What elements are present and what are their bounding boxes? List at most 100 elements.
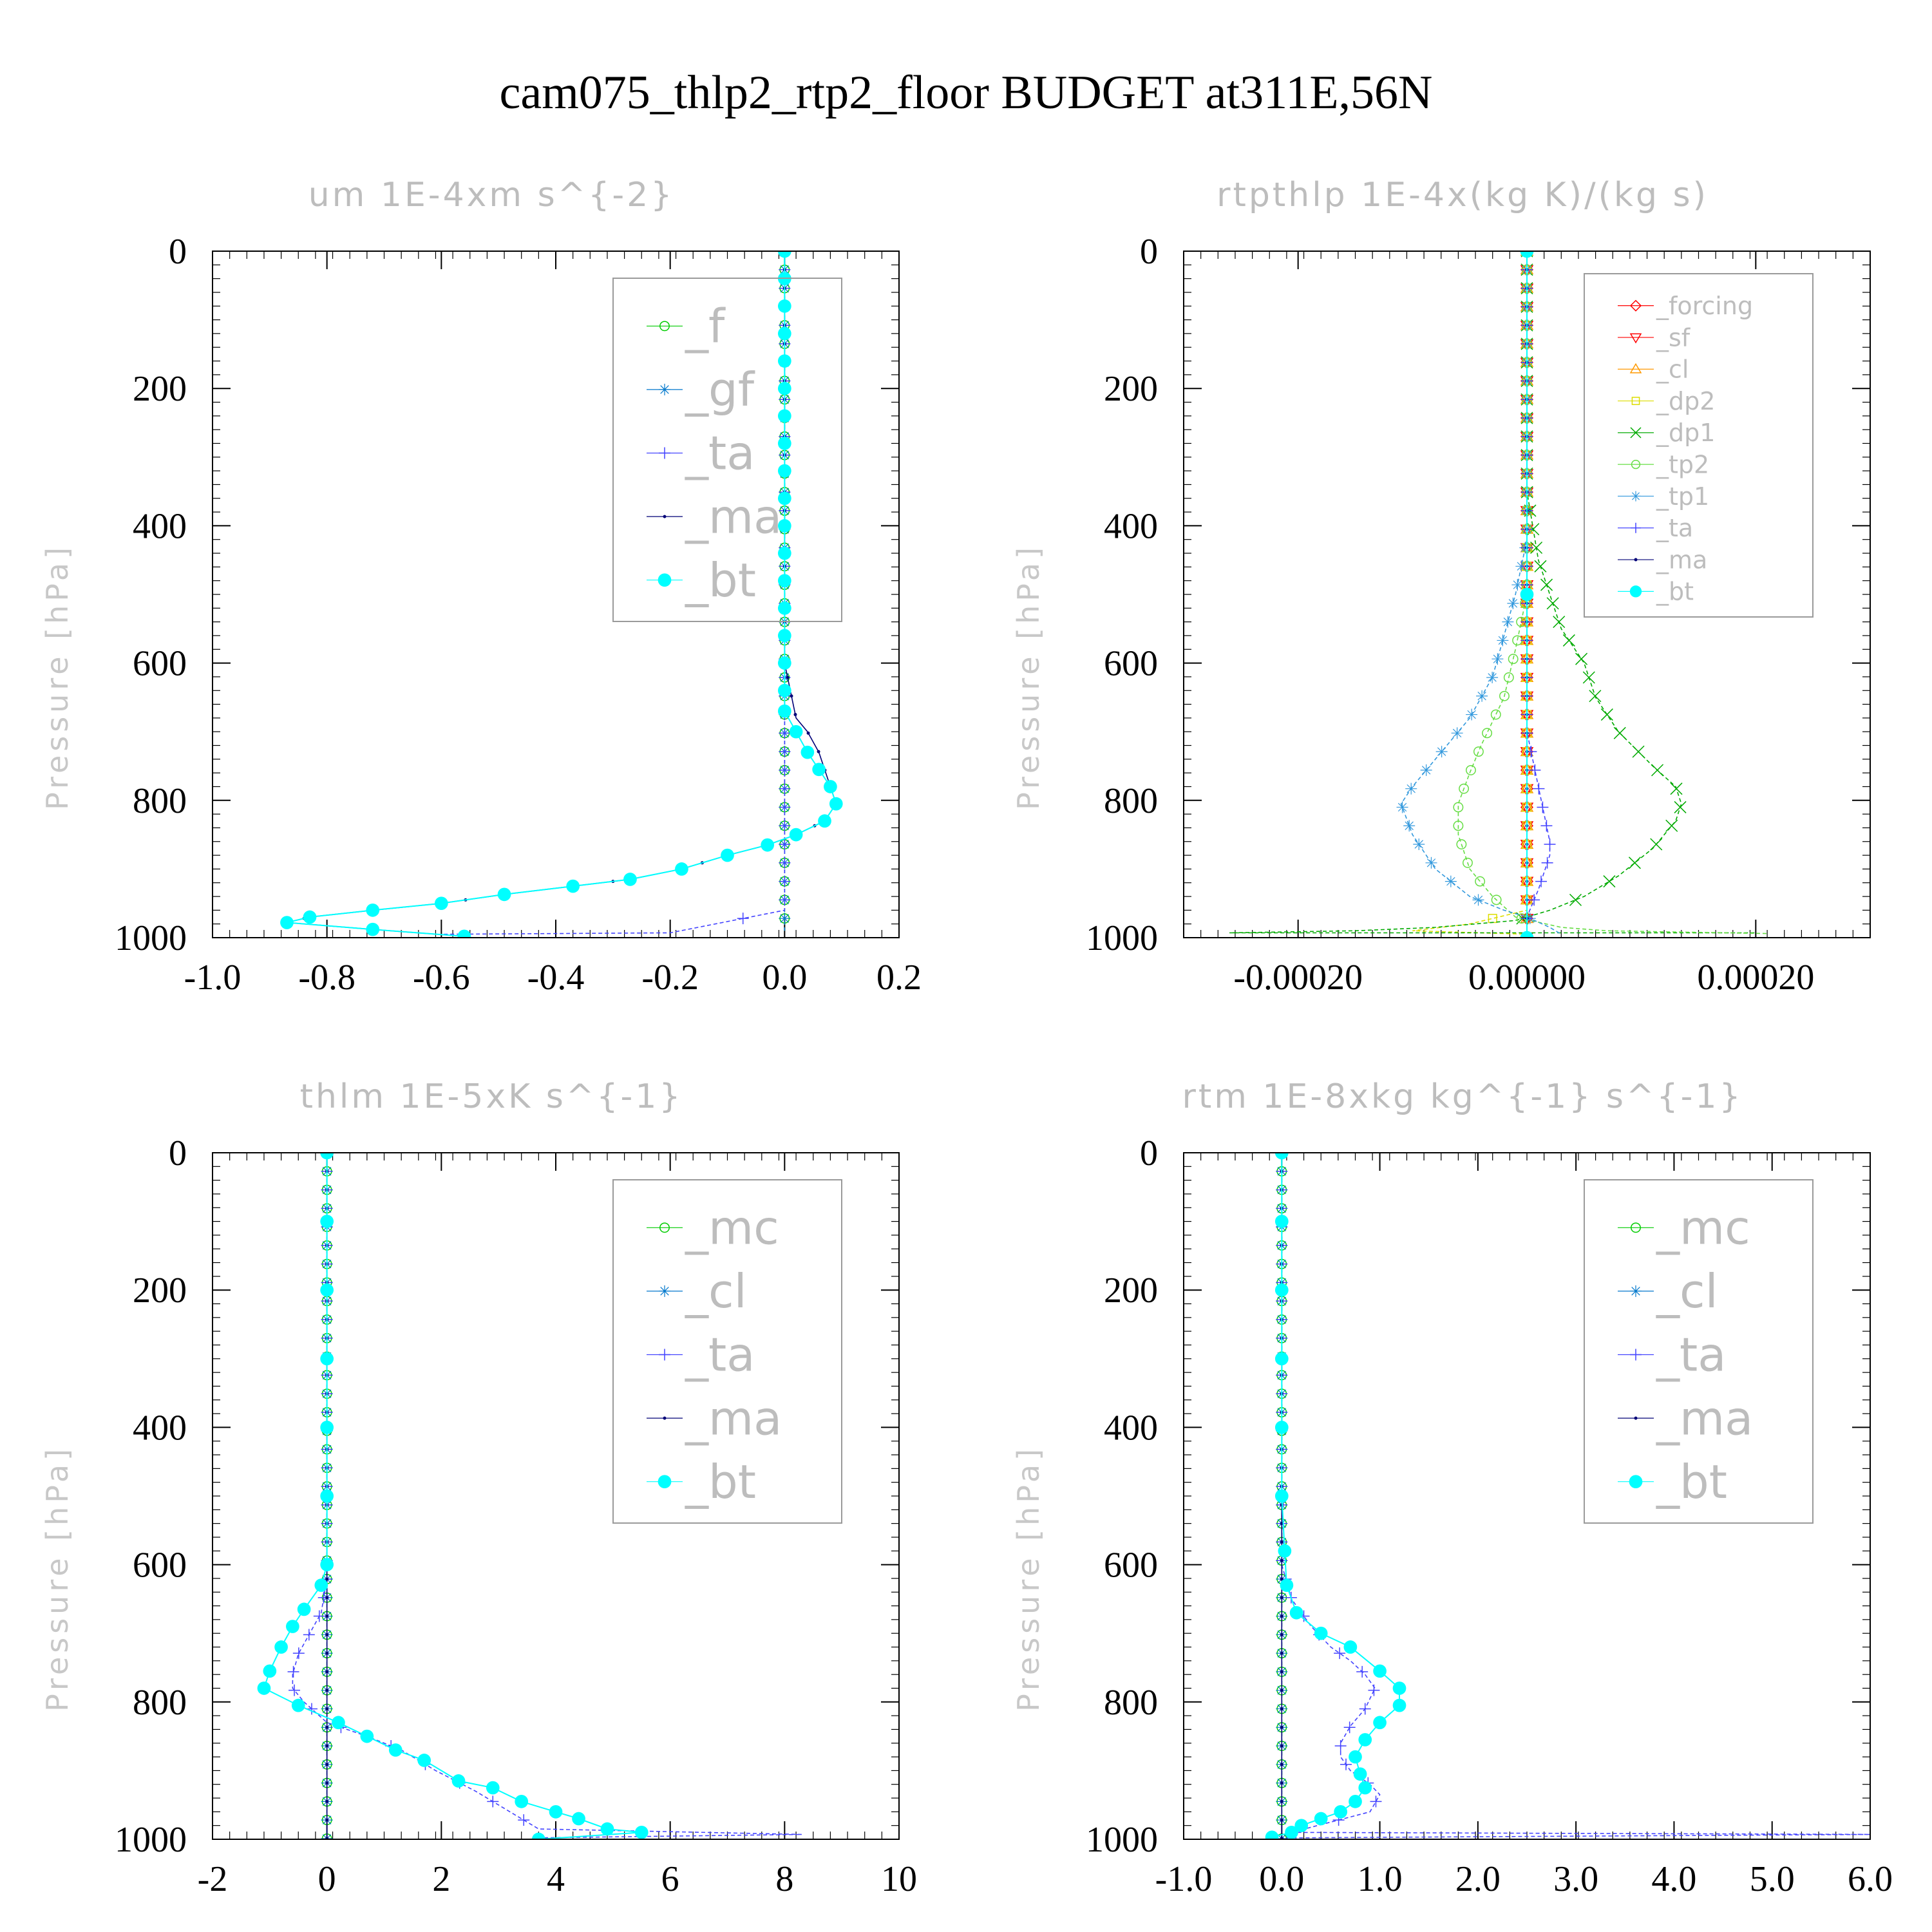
data-point [817,750,820,753]
data-point [777,409,791,423]
data-point [1353,1767,1367,1781]
data-point [1280,1596,1283,1600]
data-point [1274,1153,1289,1160]
legend-marker [658,573,672,587]
data-point [1528,894,1540,906]
data-point [1546,597,1559,610]
plot-area [1265,1153,1870,1839]
data-point [1520,587,1534,601]
y-tick-label: 600 [1104,1546,1158,1586]
x-tick-label: 5.0 [1750,1859,1795,1899]
data-point [1280,1818,1283,1822]
data-point [1368,1684,1380,1696]
panels: um 1E-4xm s^{-2} Pressure [hPa] 0 200 400 600… [40,176,1893,1899]
legend-label: _ta [1656,514,1693,542]
data-point [1476,690,1488,702]
data-point [777,491,791,506]
data-point [777,546,791,560]
data-point [806,731,810,735]
data-point [777,656,791,670]
data-point [1463,857,1473,868]
data-point [1650,838,1663,851]
plot-frame [1183,251,1871,938]
data-point [325,1725,329,1729]
data-point [325,1763,329,1766]
data-point [263,1664,277,1678]
data-point [1349,1750,1362,1764]
legend-label: _ma [685,1391,782,1445]
data-point [1289,1605,1303,1620]
data-point [1280,1670,1283,1674]
x-tick-label: -1.0 [1155,1859,1213,1899]
data-point [1280,1651,1283,1655]
data-point [1314,1812,1328,1826]
y-tick-label: 600 [133,1546,187,1586]
data-point [1405,782,1417,795]
data-point [1582,671,1595,684]
x-tick-label: -1.0 [184,958,242,998]
y-tick-label: 800 [1104,1683,1158,1723]
data-point [1453,802,1464,813]
legend-marker [659,383,670,395]
legend-label: _mc [1656,1201,1750,1255]
data-point [303,1629,315,1641]
y-tick-label: 400 [133,1408,187,1448]
chart-panel-2: rtpthlp 1E-4x(kg K)/(kg s) Pressure [hPa]… [1011,176,1871,998]
data-point [1562,634,1575,647]
data-point [1628,857,1641,869]
y-tick-label: 600 [133,644,187,684]
legend-label: _mc [685,1201,779,1255]
data-point [332,1716,345,1730]
legend: _mc _cl _ta _ma _bt [1584,1179,1814,1524]
y-tick-label: 200 [133,1271,187,1311]
data-point [824,780,837,793]
data-point [1358,1733,1372,1747]
legend-label: _sf [1656,323,1691,352]
data-point [1396,801,1408,813]
data-point [1613,726,1626,739]
data-point [1503,672,1514,683]
data-point [1482,728,1493,739]
data-point [818,814,831,828]
y-axis-label: Pressure [hPa] [1011,544,1046,810]
data-point [1466,708,1478,721]
x-tick-label: 0 [318,1859,336,1899]
data-point [320,1153,334,1160]
series-tp1 [1396,251,1562,935]
data-point [280,916,294,929]
data-point [779,782,791,795]
y-axis-label: Pressure [hPa] [1011,1445,1046,1712]
data-point [325,1596,329,1600]
data-point [1575,652,1588,665]
data-point [572,1812,585,1826]
y-axis-label: Pressure [hPa] [40,1445,75,1712]
legend-box [612,1179,842,1524]
legend-label: _gf [685,363,755,417]
chart-panel-3: thlm 1E-5xK s^{-1} Pressure [hPa] 0 200 400 6… [40,1077,917,1899]
minor-ticks [212,1152,900,1840]
data-point [487,1795,499,1808]
figure-title: cam075_thlp2_rtp2_floor BUDGET at311E,56… [500,66,1433,119]
data-point [325,1799,329,1803]
legend-label: _ta [685,426,755,480]
plot-frame [1183,1152,1871,1840]
data-point [314,1578,328,1592]
legend-marker [1631,1222,1641,1233]
x-tick-label: 0.0 [1259,1859,1304,1899]
data-point [515,1795,529,1808]
panel-title: um 1E-4xm s^{-2} [308,176,675,214]
data-point [1343,1640,1358,1654]
legend-marker [1631,397,1640,405]
data-point [1534,560,1547,573]
data-point [1492,653,1504,665]
series-line [1271,1153,1400,1838]
data-point [1392,1698,1406,1712]
data-point [1674,800,1687,813]
data-point [1530,541,1543,554]
x-tick-label: 6.0 [1848,1859,1893,1899]
data-point [1359,1703,1371,1715]
data-point [1280,1558,1283,1562]
data-point [1280,1633,1283,1636]
data-point [793,713,797,717]
y-tick-label: 0 [169,1133,187,1173]
